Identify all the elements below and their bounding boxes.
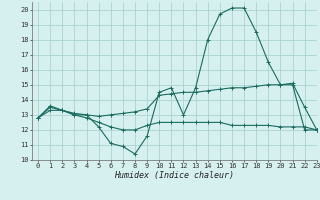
X-axis label: Humidex (Indice chaleur): Humidex (Indice chaleur) [115, 171, 234, 180]
